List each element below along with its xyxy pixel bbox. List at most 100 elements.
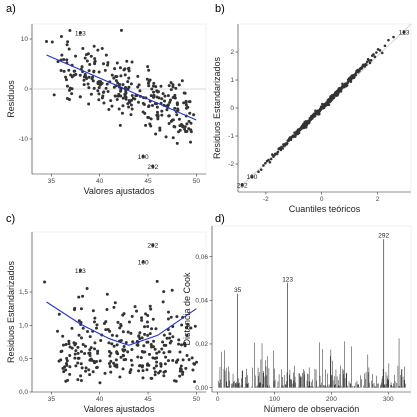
data-point: [57, 359, 61, 363]
data-point: [150, 376, 154, 380]
data-point: [158, 128, 162, 132]
data-point: [123, 348, 127, 352]
data-point: [118, 375, 122, 379]
data-point: [89, 54, 93, 58]
data-point: [89, 346, 93, 350]
data-point: [159, 362, 163, 366]
data-point: [78, 95, 82, 99]
data-point: [184, 103, 188, 107]
data-point: [178, 350, 182, 354]
data-point: [152, 81, 156, 85]
data-point: [109, 359, 113, 363]
data-point: [99, 339, 103, 343]
data-point: [147, 352, 151, 356]
data-point: [107, 349, 111, 353]
data-point: [154, 132, 158, 136]
x-tick-label: 45: [144, 178, 152, 185]
data-point: [188, 100, 192, 104]
data-point: [84, 366, 88, 370]
data-point: [67, 68, 71, 72]
x-tick-label: 50: [193, 178, 201, 185]
data-point: [77, 319, 81, 323]
data-point: [181, 370, 185, 374]
data-point: [143, 325, 147, 329]
data-point: [183, 125, 187, 129]
data-point: [141, 364, 145, 368]
data-point: [95, 323, 99, 327]
data-point: [189, 128, 193, 132]
data-point: [93, 347, 97, 351]
data-point: [153, 370, 157, 374]
data-point: [126, 350, 130, 354]
y-tick-label: 0,00: [195, 385, 208, 392]
data-point: [97, 98, 101, 102]
data-point: [61, 343, 65, 347]
data-point: [76, 345, 80, 349]
data-point: [88, 354, 92, 358]
data-point: [136, 74, 140, 78]
data-point: [121, 104, 125, 108]
data-point: [185, 129, 189, 133]
data-point: [87, 86, 91, 90]
data-point: [152, 90, 156, 94]
data-point: [383, 44, 387, 48]
data-point: [276, 150, 280, 154]
point-label: 292: [147, 243, 158, 250]
data-point: [85, 286, 89, 290]
data-point: [293, 135, 297, 138]
data-point: [67, 342, 71, 346]
data-point: [281, 147, 285, 150]
panel-2: b) -2 0 2 -2 -1 0 1 2 Cuantiles teóricos Residuos …: [212, 3, 412, 214]
data-point: [187, 119, 191, 123]
data-point: [195, 360, 199, 364]
data-point: [65, 359, 69, 363]
data-point: [162, 333, 166, 337]
data-point: [179, 123, 183, 127]
data-point: [172, 379, 176, 383]
data-point: [119, 89, 123, 93]
data-point: [130, 314, 134, 318]
data-point: [138, 89, 142, 93]
data-point: [297, 131, 301, 135]
data-point: [118, 326, 122, 330]
data-point: [175, 141, 179, 145]
data-point: [137, 364, 141, 368]
data-point: [74, 364, 78, 368]
data-point: [275, 152, 279, 156]
data-point: [122, 312, 126, 316]
data-point: [112, 361, 116, 365]
data-point: [264, 161, 267, 165]
data-point: [166, 94, 170, 98]
data-point: [181, 358, 185, 362]
data-point: [179, 364, 183, 368]
data-point: [74, 349, 78, 353]
data-point: [91, 79, 95, 83]
data-point: [160, 113, 164, 117]
data-point: [171, 96, 175, 100]
data-point: [77, 295, 81, 299]
data-point: [78, 31, 82, 35]
data-point: [152, 339, 156, 343]
data-point: [378, 49, 382, 52]
data-point: [175, 315, 179, 319]
data-point: [176, 358, 180, 362]
data-point: [83, 72, 87, 76]
data-point: [158, 126, 162, 130]
data-point: [64, 78, 68, 82]
data-point: [185, 333, 189, 337]
data-point: [93, 316, 97, 320]
data-point: [257, 170, 260, 174]
data-point: [154, 364, 158, 368]
data-point: [173, 106, 177, 110]
data-point: [376, 48, 380, 51]
data-point: [185, 354, 189, 358]
point-label: 100: [138, 259, 149, 266]
data-point: [64, 75, 68, 79]
data-point: [92, 320, 96, 324]
data-point: [169, 315, 173, 319]
data-point: [168, 332, 172, 336]
data-point: [87, 69, 91, 73]
data-point: [50, 40, 54, 44]
data-point: [149, 307, 153, 311]
y-tick-label: 0: [24, 86, 28, 93]
